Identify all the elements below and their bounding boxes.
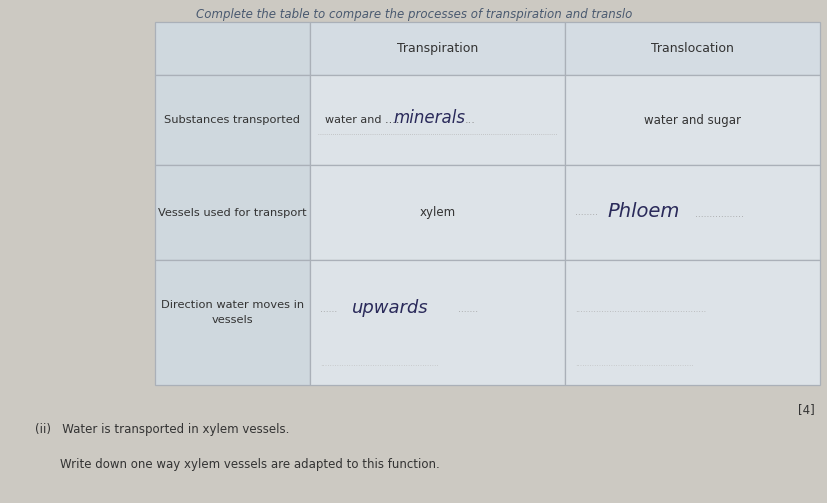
Text: Direction water moves in
vessels: Direction water moves in vessels: [160, 300, 304, 325]
Bar: [309, 75, 564, 165]
Bar: [564, 165, 819, 260]
Bar: [564, 260, 819, 385]
Bar: [155, 22, 309, 75]
Text: ........: ........: [574, 208, 597, 217]
Text: .................: .................: [694, 210, 743, 219]
Bar: [309, 22, 564, 75]
Bar: [155, 75, 309, 165]
Bar: [155, 165, 309, 260]
Bar: [309, 165, 564, 260]
Text: (ii)   Water is transported in xylem vessels.: (ii) Water is transported in xylem vesse…: [35, 423, 289, 436]
Text: Vessels used for transport: Vessels used for transport: [158, 208, 307, 217]
Text: ......: ......: [319, 305, 337, 314]
Text: water and ....: water and ....: [325, 115, 399, 125]
Text: Substances transported: Substances transported: [165, 115, 300, 125]
Text: Translocation: Translocation: [650, 42, 733, 55]
Text: Transpiration: Transpiration: [396, 42, 477, 55]
Text: upwards: upwards: [351, 299, 428, 317]
Text: ..................................................: ........................................…: [319, 359, 438, 368]
Bar: [564, 22, 819, 75]
Text: ..................................................: ........................................…: [574, 359, 693, 368]
Text: ...: ...: [465, 115, 476, 125]
Bar: [309, 260, 564, 385]
Bar: [155, 260, 309, 385]
Bar: [564, 75, 819, 165]
Text: [4]: [4]: [797, 403, 814, 416]
Text: minerals: minerals: [393, 109, 465, 127]
Text: Phloem: Phloem: [606, 202, 679, 221]
Text: xylem: xylem: [419, 206, 455, 219]
Text: ..................................................: ........................................…: [574, 305, 705, 314]
Text: .......: .......: [457, 305, 477, 314]
Text: water and sugar: water and sugar: [643, 114, 740, 126]
Text: Write down one way xylem vessels are adapted to this function.: Write down one way xylem vessels are ada…: [60, 458, 439, 471]
Text: Complete the table to compare the processes of transpiration and translo: Complete the table to compare the proces…: [195, 8, 632, 21]
